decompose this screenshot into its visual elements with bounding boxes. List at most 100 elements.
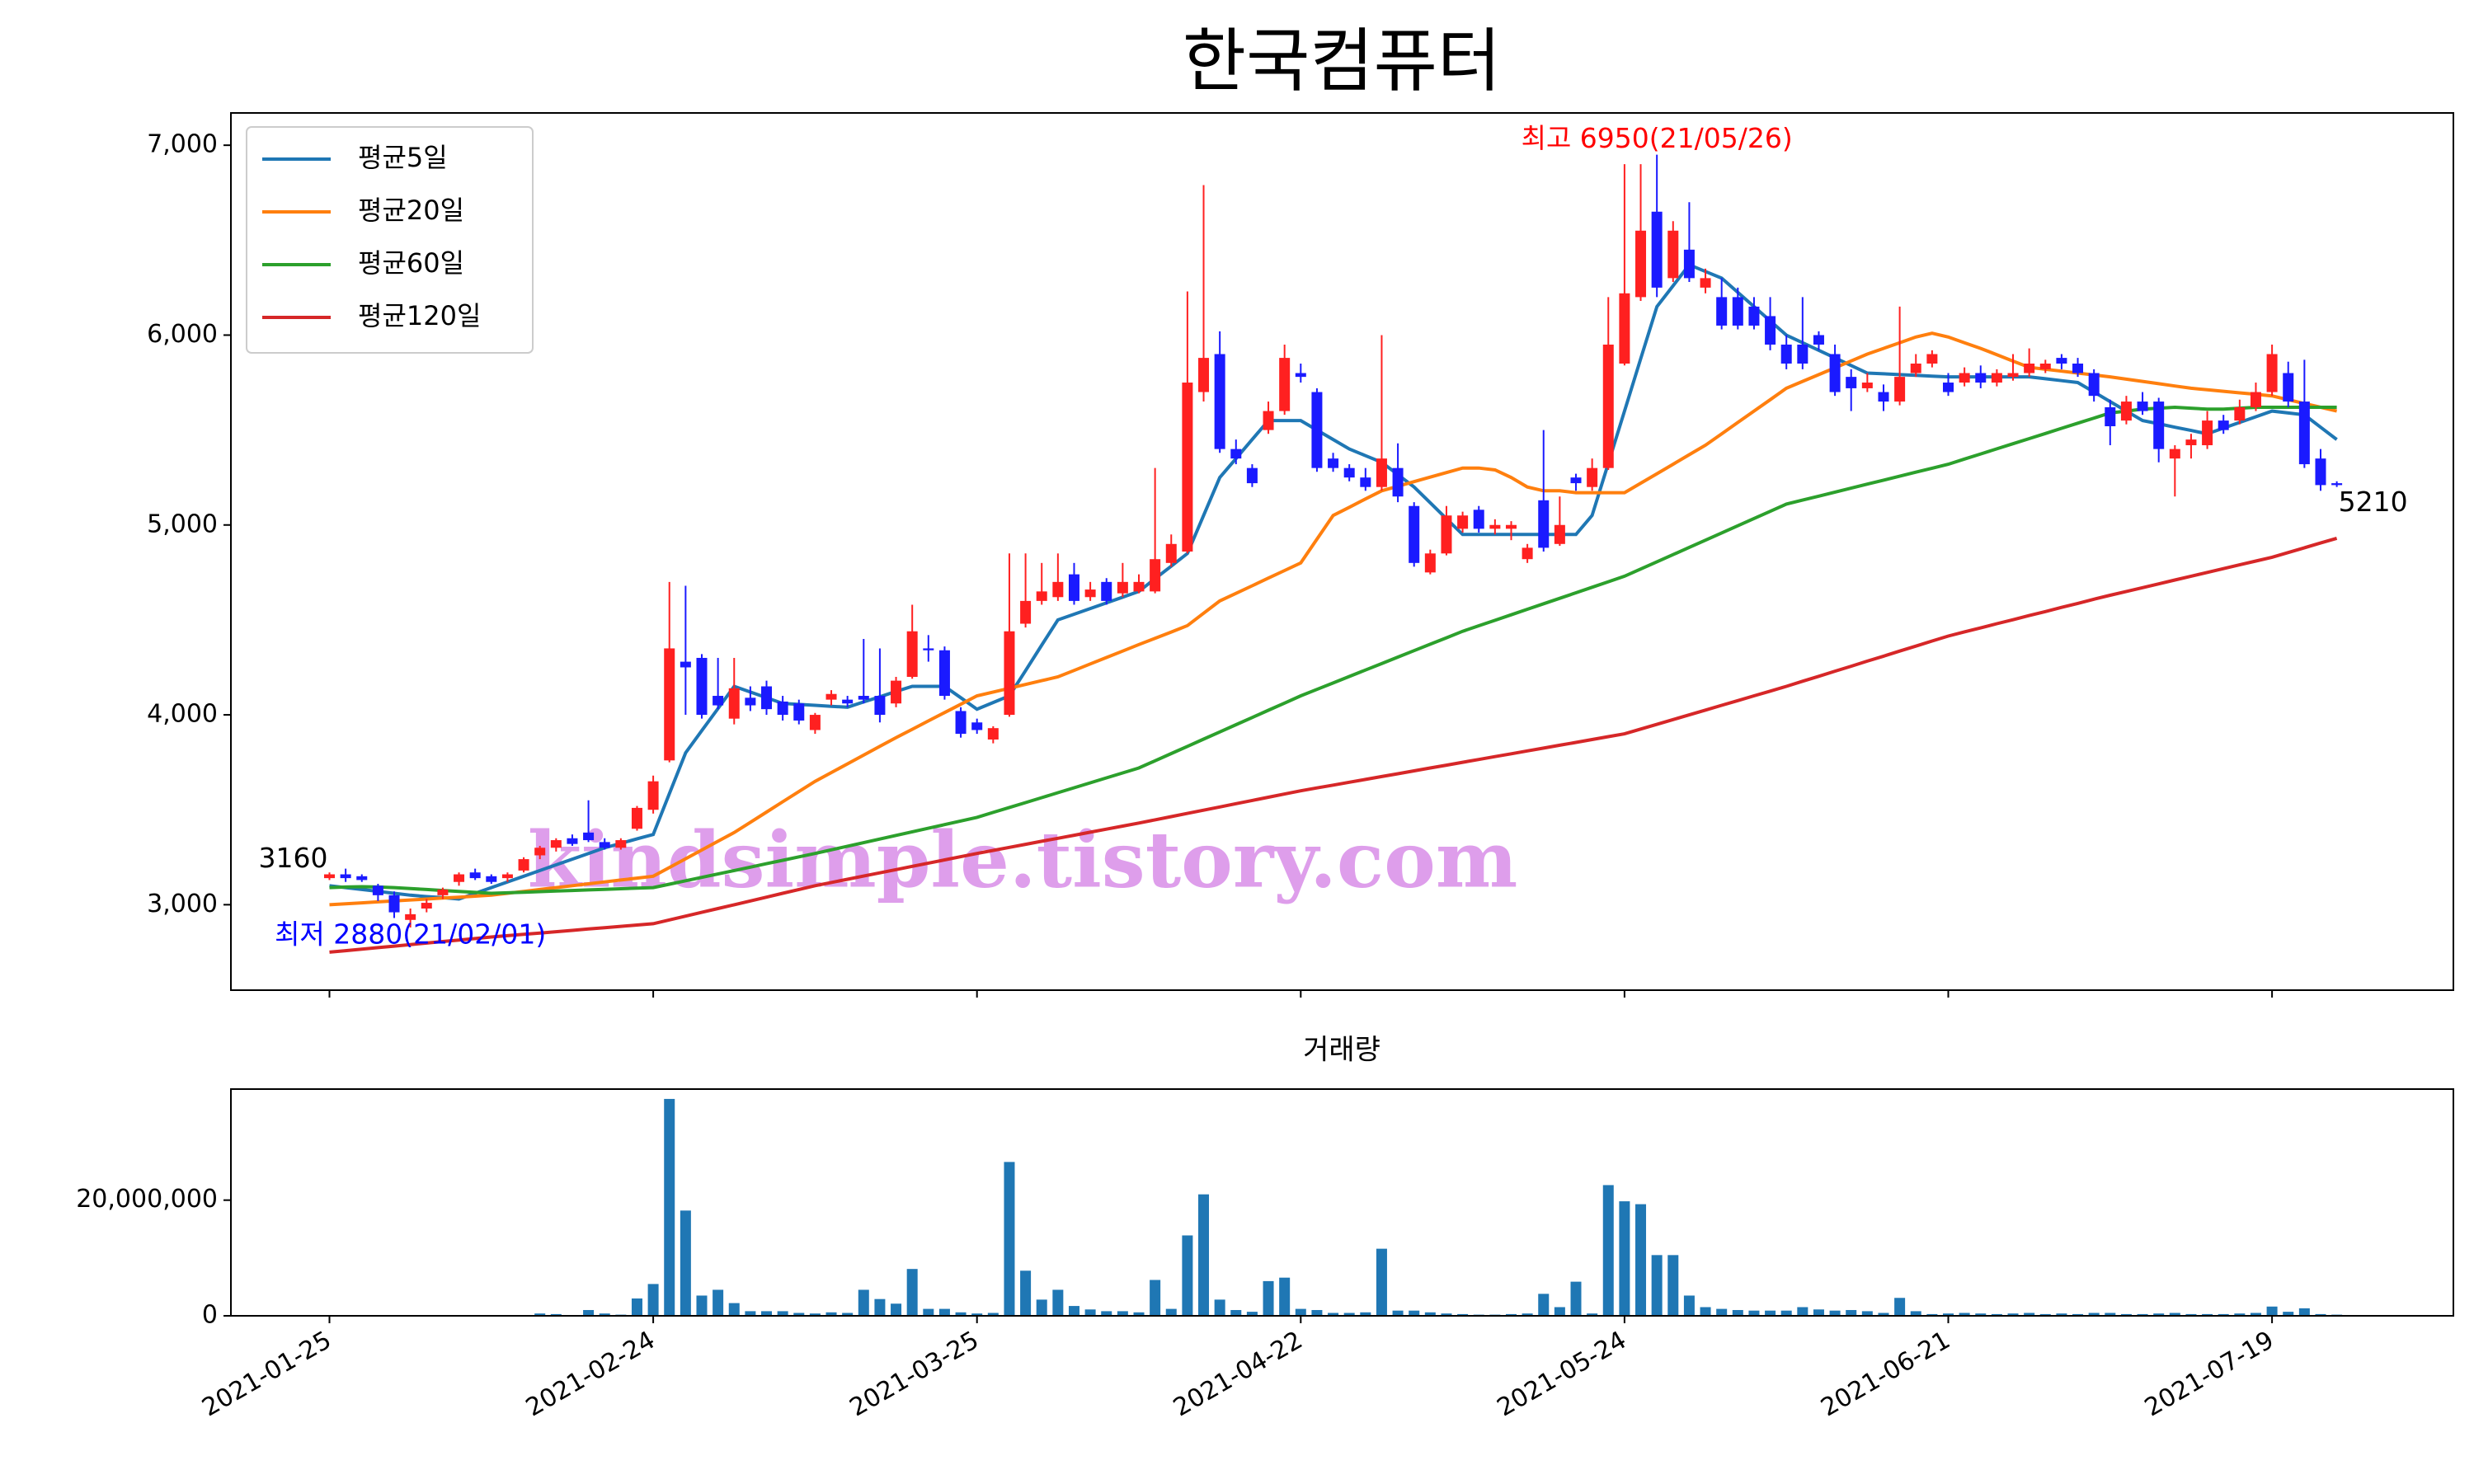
candle-body: [421, 903, 432, 909]
candle-body: [1570, 477, 1582, 484]
candle-body: [1343, 467, 1355, 478]
volume-bar: [1409, 1310, 1420, 1316]
volume-bar: [2218, 1313, 2229, 1316]
candle-body: [1813, 335, 1824, 345]
volume-bar: [1651, 1255, 1663, 1316]
candle-body: [1619, 293, 1630, 364]
volume-bar: [1052, 1289, 1064, 1316]
candle-body: [1505, 524, 1517, 529]
candle-body: [1214, 354, 1225, 449]
candle-body: [550, 840, 562, 848]
candle-body: [1587, 467, 1598, 487]
candle-body: [793, 703, 805, 721]
volume-bar: [1263, 1280, 1274, 1316]
annotation: 최저 2880(21/02/01): [275, 918, 546, 951]
ma-line: [329, 536, 2338, 954]
candle-body: [1975, 373, 1987, 383]
candle-body: [1068, 574, 1079, 601]
candle-body: [324, 874, 335, 879]
volume-bar: [1198, 1194, 1210, 1316]
volume-bar: [874, 1298, 886, 1316]
volume-bar: [858, 1289, 869, 1316]
watermark: kindsimple.tistory.com: [528, 815, 1518, 905]
legend-label: 평균5일: [358, 142, 448, 173]
candle-body: [1489, 524, 1501, 529]
volume-bar: [1991, 1313, 2002, 1316]
candle-body: [372, 885, 383, 895]
volume-bar: [1813, 1309, 1824, 1316]
candle-body: [858, 696, 869, 700]
candle-body: [2283, 373, 2294, 402]
volume-title: 거래량: [1303, 1034, 1380, 1067]
y-tick-label: 20,000,000: [76, 1185, 218, 1214]
candle-body: [1441, 515, 1452, 554]
candle-body: [2266, 354, 2278, 392]
volume-bar: [906, 1269, 918, 1316]
candle-body: [2298, 402, 2310, 465]
candle-body: [1392, 467, 1404, 497]
volume-bar: [1505, 1313, 1517, 1316]
candle-body: [567, 838, 578, 844]
volume-bar: [1441, 1313, 1452, 1316]
volume-bar: [1926, 1313, 1938, 1316]
volume-bar: [1716, 1308, 1728, 1316]
volume-bar: [647, 1284, 659, 1316]
candle-body: [631, 807, 642, 829]
volume-bar: [1602, 1185, 1614, 1316]
volume-bar: [891, 1303, 902, 1316]
volume-bar: [1780, 1310, 1792, 1316]
volume-bar: [550, 1313, 562, 1316]
volume-bar: [1117, 1311, 1128, 1316]
candle-body: [1230, 448, 1242, 459]
y-tick-label: 4,000: [147, 700, 218, 729]
volume-bar: [599, 1313, 610, 1316]
volume-bar: [1748, 1310, 1760, 1316]
candle-body: [825, 693, 837, 700]
volume-bar: [2283, 1312, 2294, 1316]
candle-body: [1732, 297, 1743, 326]
volume-bar: [2169, 1313, 2180, 1316]
candle-body: [1683, 249, 1695, 279]
candle-body: [1846, 377, 1857, 388]
candle-body: [583, 832, 595, 841]
candle-body: [1004, 631, 1015, 716]
volume-bar: [1246, 1312, 1258, 1316]
axes-frame: [230, 112, 2454, 991]
volume-bar: [1343, 1313, 1355, 1316]
volume-bar: [1279, 1277, 1291, 1316]
volume-bar: [955, 1312, 967, 1316]
chart-title: 한국컴퓨터: [1183, 21, 1501, 101]
candle-body: [1165, 543, 1177, 563]
volume-bar: [745, 1311, 756, 1316]
volume-bar: [2137, 1313, 2148, 1316]
candle-body: [1943, 383, 1954, 392]
candle-body: [501, 874, 513, 879]
volume-bar: [1554, 1307, 1565, 1316]
candle-body: [2072, 364, 2084, 373]
volume-bar: [1861, 1311, 1873, 1316]
candle-body: [777, 701, 788, 716]
volume-bar: [728, 1303, 740, 1316]
candle-body: [486, 876, 497, 882]
candle-body: [2039, 364, 2051, 369]
candle-body: [2137, 402, 2148, 411]
candle-body: [2250, 392, 2261, 407]
volume-bar: [1068, 1306, 1079, 1316]
candle-body: [1878, 392, 1889, 402]
candle-body: [1182, 383, 1193, 552]
volume-bar: [2298, 1308, 2310, 1316]
volume-bar: [842, 1313, 854, 1316]
annotation: 3160: [259, 842, 328, 874]
volume-bar: [1328, 1313, 1339, 1316]
candle-body: [2218, 420, 2229, 430]
candle-body: [842, 699, 854, 704]
volume-bar: [2072, 1313, 2084, 1316]
volume-bar: [1522, 1313, 1533, 1316]
annotation: 5210: [2339, 486, 2408, 518]
legend-label: 평균60일: [358, 247, 464, 279]
candle-body: [1457, 515, 1469, 529]
volume-bar: [2105, 1313, 2116, 1316]
candle-body: [2202, 420, 2213, 446]
volume-bar: [2007, 1313, 2019, 1316]
